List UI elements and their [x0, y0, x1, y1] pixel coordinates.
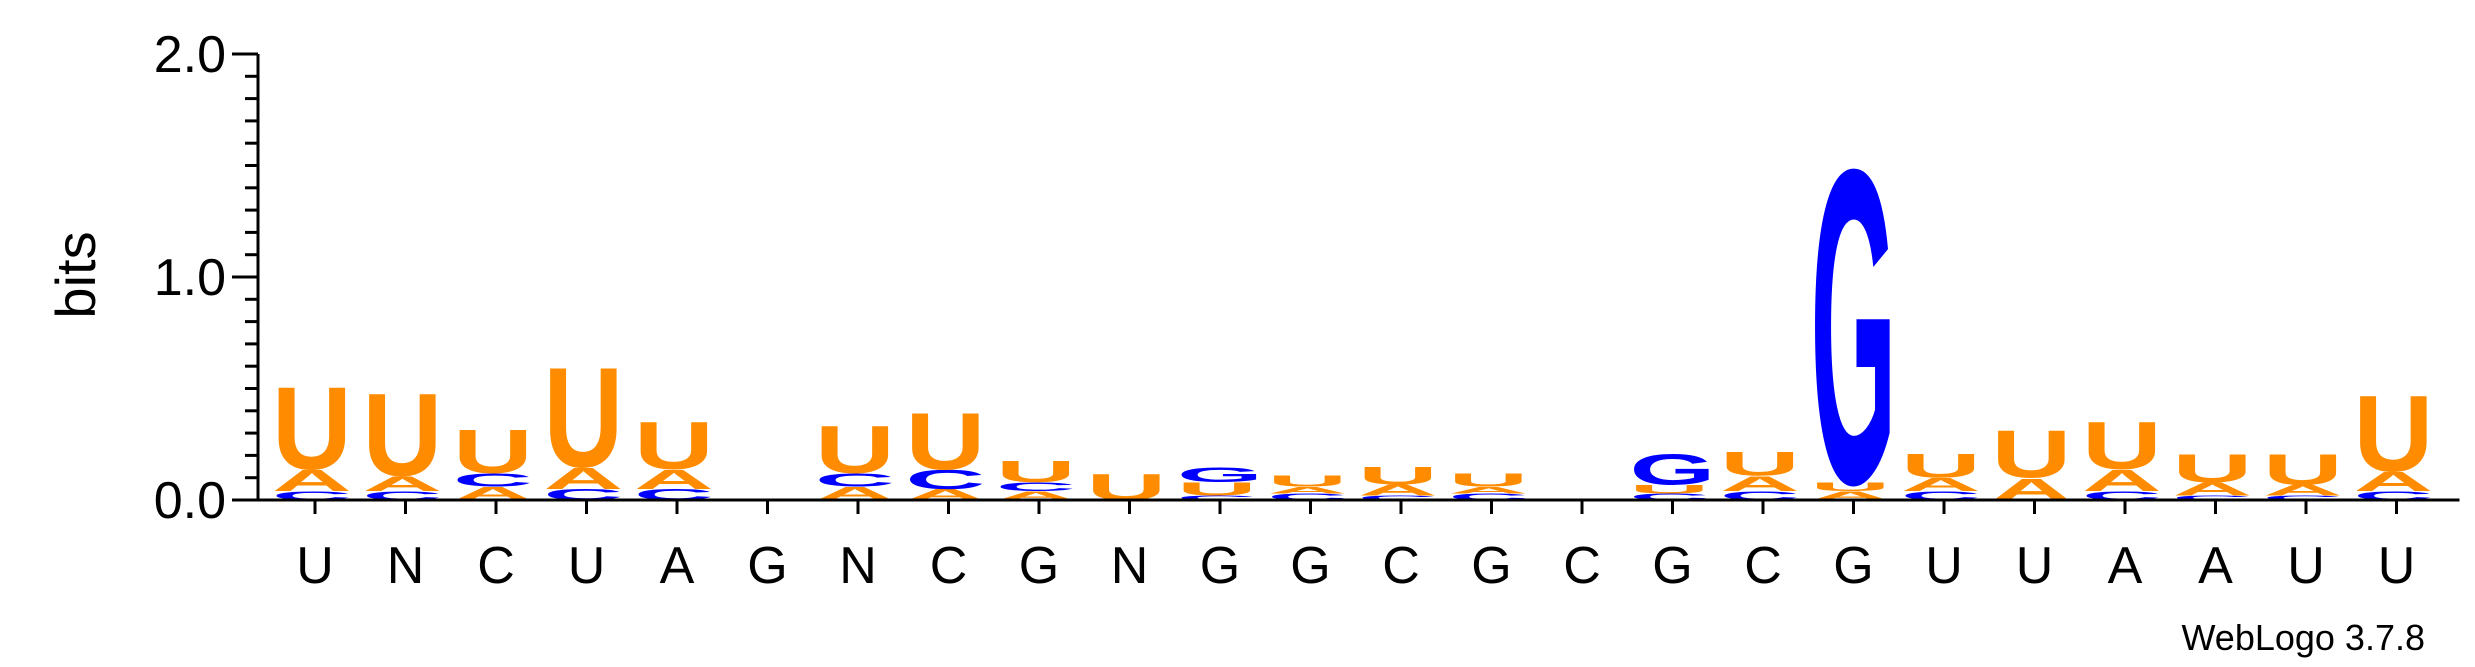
x-tick-label: C — [930, 537, 968, 595]
x-tick-label: A — [2108, 537, 2143, 595]
x-tick-label: G — [1019, 537, 1059, 595]
logo-letter-c: C — [906, 464, 986, 495]
logo-letter-c: C — [2173, 494, 2253, 501]
logo-letter-u: U — [996, 455, 1076, 489]
logo-letter-a: A — [2082, 464, 2162, 498]
logo-letter-u: U — [272, 364, 352, 495]
logo-letter-a: A — [544, 461, 624, 495]
logo-letter-c: C — [815, 470, 895, 491]
x-tick-label: U — [2287, 537, 2325, 595]
x-tick-label: C — [1382, 537, 1420, 595]
x-tick-label: G — [1290, 537, 1330, 595]
logo-letter-a: A — [2263, 482, 2343, 499]
y-axis-label: bits — [44, 231, 107, 318]
logo-letter-a: A — [272, 464, 352, 498]
x-tick-label: U — [568, 537, 606, 595]
x-tick-label: G — [747, 537, 787, 595]
logo-letter-u: U — [815, 412, 895, 488]
logo-letter-c: C — [1358, 494, 1438, 501]
logo-letter-a: A — [363, 471, 443, 495]
logo-letter-a: A — [1268, 485, 1348, 495]
logo-letter-c: C — [996, 480, 1076, 494]
logo-letter-u: U — [1811, 480, 1891, 494]
x-tick-label: G — [1200, 537, 1240, 595]
logo-letter-g: G — [1630, 445, 1716, 494]
y-tick-label: 1.0 — [154, 249, 226, 307]
x-tick-label: C — [1563, 537, 1601, 595]
logo-letter-a: A — [2354, 466, 2434, 497]
logo-letter-u: U — [1358, 462, 1438, 490]
logo-letter-g: G — [1177, 463, 1263, 487]
x-tick-label: N — [839, 537, 877, 595]
logo-letter-u: U — [363, 370, 443, 501]
logo-letter-u: U — [1087, 467, 1167, 508]
x-tick-label: U — [2378, 537, 2416, 595]
logo-letter-u: U — [2354, 374, 2434, 495]
logo-letter-a: A — [1449, 485, 1529, 495]
logo-letter-u: U — [634, 408, 714, 484]
logo-letter-c: C — [1630, 492, 1710, 502]
y-tick-label: 2.0 — [154, 26, 226, 84]
logo-letter-u: U — [1268, 473, 1348, 490]
logo-letter-c: C — [453, 470, 533, 491]
logo-letter-a: A — [1720, 471, 1800, 495]
x-tick-label: C — [1744, 537, 1782, 595]
x-tick-label: C — [477, 537, 515, 595]
x-tick-label: N — [1111, 537, 1149, 595]
x-tick-label: U — [2016, 537, 2054, 595]
x-tick-label: A — [2198, 537, 2233, 595]
y-axis: 0.0 1.0 2.0 — [154, 26, 260, 530]
logo-letter-c: C — [1449, 492, 1529, 502]
logo-letter-u: U — [2263, 445, 2343, 494]
logo-letter-u: U — [2173, 446, 2253, 491]
x-tick-label: G — [1833, 537, 1873, 595]
logo-letter-u: U — [2082, 408, 2162, 484]
logo-letter-a: A — [1358, 482, 1438, 499]
logo-letter-u: U — [1630, 482, 1710, 496]
x-tick-label: A — [660, 537, 695, 595]
logo-letter-u: U — [1901, 447, 1981, 485]
logo-letter-u: U — [453, 417, 533, 486]
x-tick-label: G — [1652, 537, 1692, 595]
logo-letter-c: C — [2263, 494, 2343, 501]
x-tick-label: U — [296, 537, 334, 595]
x-tick-label: G — [1471, 537, 1511, 595]
logo-letter-u: U — [1992, 417, 2072, 493]
logo-letter-c: C — [1177, 494, 1257, 501]
x-tick-label: N — [387, 537, 425, 595]
logo-letter-a: A — [634, 464, 714, 495]
logo-letter-g: G — [1811, 77, 1897, 578]
logo-letter-u: U — [1720, 445, 1800, 483]
logo-letter-u: U — [544, 339, 624, 498]
logo-letter-u: U — [1177, 479, 1257, 500]
y-tick-label: 0.0 — [154, 472, 226, 530]
logo-letter-u: U — [1449, 470, 1529, 491]
weblogo-credit: WebLogo 3.7.8 — [2181, 617, 2425, 658]
logo-letter-c: C — [1268, 492, 1348, 502]
x-tick-label: U — [1925, 537, 1963, 595]
logo-letter-u: U — [906, 396, 986, 486]
logo-letter-a: A — [2173, 479, 2253, 500]
logo-letter-a: A — [1901, 474, 1981, 495]
